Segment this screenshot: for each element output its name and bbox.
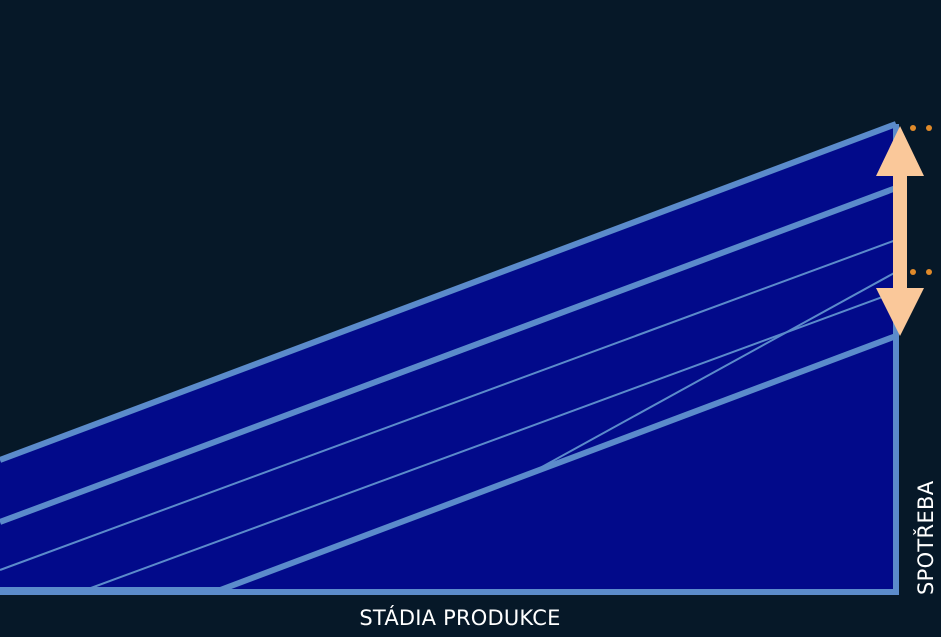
double-arrow-icon <box>876 126 924 336</box>
y-axis-label: SPOTŘEBA <box>914 480 938 595</box>
middle-thick-line <box>0 185 898 525</box>
dotted-markers <box>910 125 932 275</box>
inner-line-1 <box>0 239 897 571</box>
inner-line-2 <box>79 291 897 593</box>
x-axis-label: STÁDIA PRODUKCE <box>359 606 561 630</box>
top-hypotenuse <box>0 121 898 463</box>
inner-line-3 <box>539 271 897 469</box>
lower-hypotenuse <box>213 333 898 595</box>
